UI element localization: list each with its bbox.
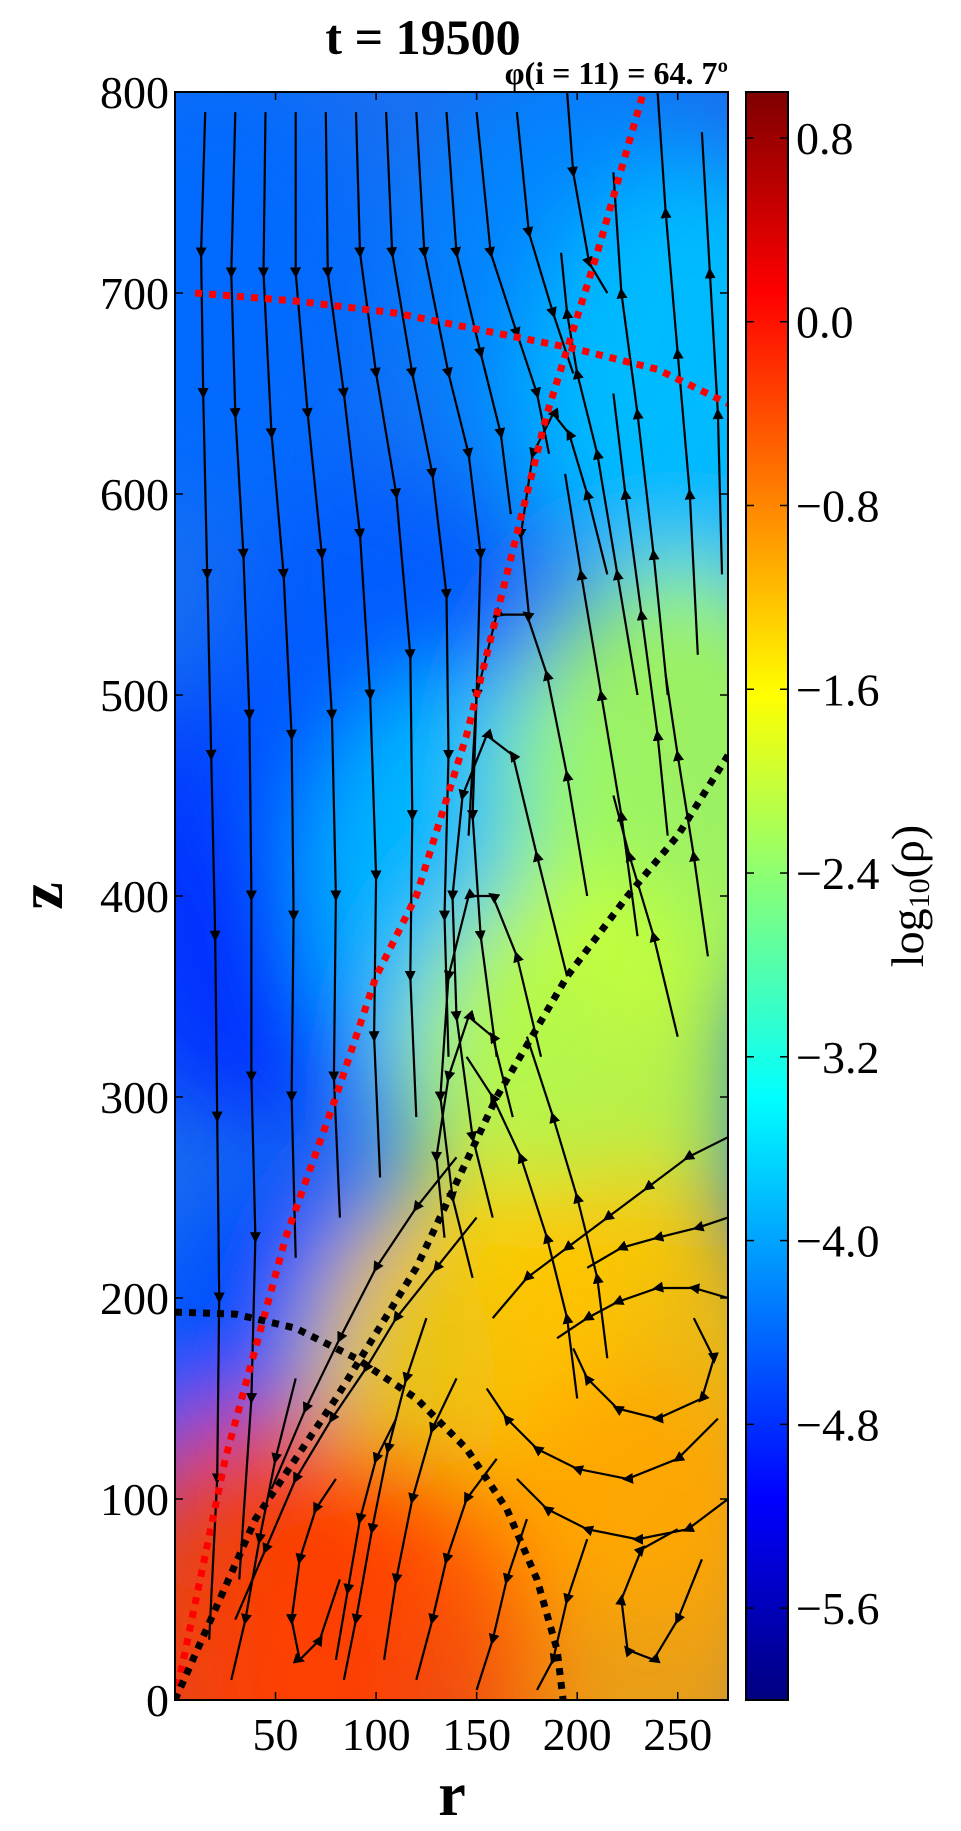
y-axis-label: z [8,882,76,910]
colorbar: −5.6 −4.8 −4.0 −3.2 −2.4 −1.6 −0.8 0.0 0.8 log10… [745,91,936,1701]
y-tick-label: 0 [146,1675,169,1726]
colorbar-tick-label: −4.8 [796,1399,879,1450]
colorbar-label: log10(ρ) [882,825,936,967]
y-tick-label: 500 [100,670,169,721]
streamline [491,1136,728,1319]
chart-subtitle: φ(i = 11) = 64. 7º [505,55,728,91]
streamline [615,1528,703,1664]
colorbar-tick-label: −3.2 [796,1032,879,1083]
colorbar-label-arg: (ρ) [882,825,933,879]
streamline [434,888,543,1279]
y-tick-label: 400 [100,871,169,922]
colorbar-label-base: log [882,908,933,967]
streamline [586,1216,728,1269]
streamline [566,92,609,294]
plot-area: 50 100 150 200 250 0 100 200 300 400 500 600 700 800 [100,67,729,1760]
streamline [556,1281,728,1340]
streamline [664,674,709,957]
streamline [415,1458,498,1681]
colorbar-strip [745,91,789,1701]
streamline [612,393,669,836]
y-tick-label: 700 [100,268,169,319]
x-axis-label: r [438,1761,466,1829]
colorbar-tick-label: 0.8 [796,113,854,164]
streamline [195,112,225,1640]
y-tick-label: 600 [100,469,169,520]
streamline [431,1009,514,1238]
x-tick-label: 50 [253,1709,299,1760]
overlay-curve [194,289,728,407]
streamline [536,1538,589,1691]
colorbar-tick-label: −2.4 [796,848,879,899]
chart-title: t = 19500 [325,9,520,65]
y-tick-label: 200 [100,1273,169,1324]
streamline [516,1478,728,1545]
x-tick-label: 100 [342,1709,411,1760]
y-tick-label: 800 [100,67,169,118]
colorbar-tick-label: 0.0 [796,297,854,348]
streamline [656,92,699,655]
y-tick-label: 300 [100,1072,169,1123]
streamline [700,132,724,575]
x-tick-label: 150 [442,1709,511,1760]
colorbar-tick-label: −5.6 [796,1583,879,1634]
streamline [475,1518,528,1691]
x-tick-label: 200 [543,1709,612,1760]
x-axis-ticks: 50 100 150 200 250 [253,92,712,1760]
streamline [270,1156,458,1490]
streamlines [195,92,728,1691]
overlay-curves [175,92,728,1700]
x-tick-label: 250 [643,1709,712,1760]
overlay-curve [175,1308,567,1700]
overlay-curve [175,92,647,1700]
streamline [225,112,261,1580]
colorbar-tick-label: −4.0 [796,1216,879,1267]
colorbar-label-sub: 10 [903,878,936,908]
streamline [485,1387,719,1484]
colorbar-tick-label: −0.8 [796,480,879,531]
y-axis-ticks: 0 100 200 300 400 500 600 700 800 [100,67,728,1726]
streamline [445,112,512,515]
colorbar-ticks: −5.6 −4.8 −4.0 −3.2 −2.4 −1.6 −0.8 0.0 0.8 [746,113,879,1634]
streamline [612,795,679,1037]
y-tick-label: 100 [100,1474,169,1525]
colorbar-tick-label: −1.6 [796,664,879,715]
